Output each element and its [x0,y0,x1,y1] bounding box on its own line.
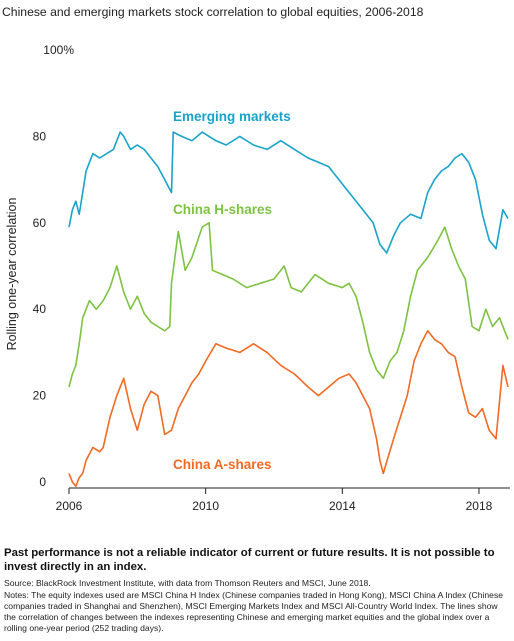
line-chart: Rolling one-year correlation 0 20 40 60 80 10… [5,43,510,513]
chart-title: Chinese and emerging markets stock corre… [2,5,424,19]
y-axis-ticks: 0 20 40 60 80 100% [33,43,75,489]
series-line-china-a-shares [68,329,509,488]
methodology-notes: Notes: The equity indexes used are MSCI … [4,590,504,633]
x-tick-label: 2006 [56,499,83,513]
series-lines [68,131,509,488]
x-axis-ticks: 2006 2010 2014 2018 [56,488,493,513]
y-axis-title-group: Rolling one-year correlation [5,198,19,351]
series-line-china-h-shares [68,222,509,388]
y-tick-label: 20 [33,389,47,403]
y-axis-title: Rolling one-year correlation [5,198,19,351]
y-tick-label: 80 [33,129,47,143]
y-tick-label: 0 [39,475,46,489]
y-tick-label: 40 [33,302,47,316]
performance-disclaimer: Past performance is not a reliable indic… [4,547,495,573]
x-tick-label: 2018 [466,499,493,513]
x-tick-label: 2014 [329,499,356,513]
y-tick-label: 100% [43,43,74,57]
series-label-china-a-shares: China A-shares [173,457,272,472]
source-note: Source: BlackRock Investment Institute, … [4,578,371,588]
x-tick-label: 2010 [192,499,219,513]
y-tick-label: 60 [33,216,47,230]
series-line-emerging-markets [68,131,509,254]
series-label-emerging-markets: Emerging markets [173,109,291,124]
series-label-china-h-shares: China H-shares [173,202,272,217]
